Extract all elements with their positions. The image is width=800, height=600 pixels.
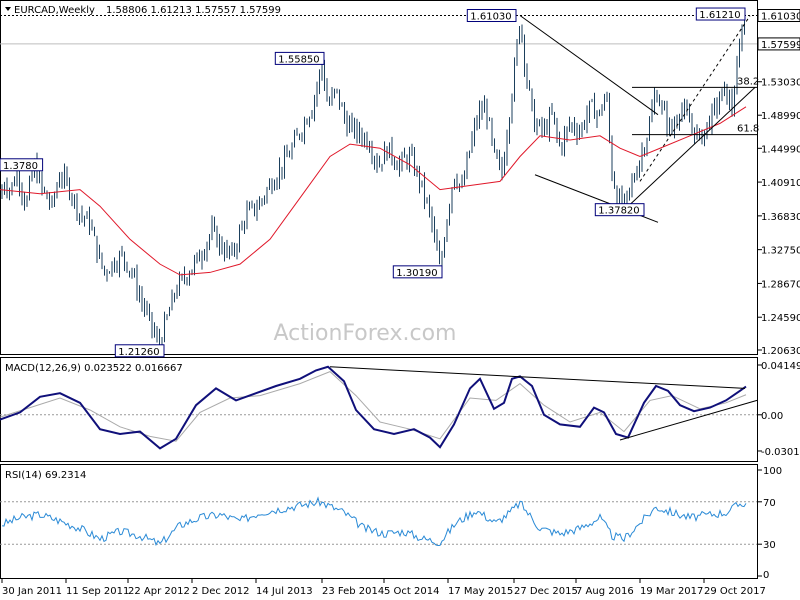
y-tick-label: 1.57599 bbox=[761, 40, 800, 51]
y-tick-label: 1.20630 bbox=[761, 346, 800, 357]
price-label: 1.55850 bbox=[278, 54, 319, 65]
macd-trendline bbox=[329, 366, 746, 389]
rsi-tick-label: 100 bbox=[763, 466, 782, 477]
y-tick-label: 1.28670 bbox=[761, 279, 800, 290]
price-panel bbox=[0, 0, 758, 355]
y-tick-label: 1.36830 bbox=[761, 212, 800, 223]
fib-level-label: 38.2 bbox=[737, 76, 759, 87]
rsi-tick-label: 70 bbox=[763, 498, 776, 509]
macd-line bbox=[0, 365, 747, 450]
price-label: 1.30190 bbox=[396, 268, 437, 279]
x-tick-label: 19 Mar 2017 bbox=[640, 586, 703, 597]
y-tick-box bbox=[757, 9, 800, 23]
y-tick-label: 1.32750 bbox=[761, 246, 800, 257]
trendline bbox=[629, 87, 756, 205]
macd-trendline bbox=[619, 399, 758, 441]
rsi-panel bbox=[0, 464, 758, 579]
y-tick-box bbox=[757, 37, 800, 51]
rsi-tick-label: 0 bbox=[763, 570, 769, 581]
price-label: 1.21260 bbox=[118, 347, 159, 358]
price-label: 1.61210 bbox=[699, 10, 740, 21]
rsi-tick-label: 30 bbox=[763, 540, 776, 551]
x-tick-label: 14 Jul 2013 bbox=[256, 586, 313, 597]
y-tick-label: 1.40910 bbox=[761, 178, 800, 189]
price-label-box bbox=[274, 51, 325, 65]
y-tick-label: 1.24590 bbox=[761, 313, 800, 324]
x-tick-label: 22 Apr 2012 bbox=[128, 586, 190, 597]
trendline bbox=[519, 15, 659, 116]
macd-panel bbox=[0, 357, 758, 462]
price-label-box bbox=[695, 7, 746, 21]
price-label: 1.61030 bbox=[470, 12, 511, 23]
moving-average-line bbox=[0, 106, 747, 276]
price-label-box bbox=[392, 265, 443, 279]
y-tick-label: 1.53030 bbox=[761, 78, 800, 89]
x-tick-label: 23 Feb 2014 bbox=[322, 586, 384, 597]
rsi-series: 100 70 30 0 bbox=[0, 466, 782, 581]
macd-tick-label: 0.00 bbox=[761, 411, 783, 422]
x-tick-label: 27 Dec 2015 bbox=[514, 586, 578, 597]
price-annotations: 38.2 61.8 1.61030 1.61210 1.55850 1.3780 1.378… bbox=[0, 7, 759, 358]
chart-title: EURCAD,Weekly bbox=[14, 5, 95, 16]
price-axis: 1.61030 1.57599 1.53030 1.48990 1.44990 1.409… bbox=[757, 9, 800, 357]
x-tick-label: 29 Oct 2017 bbox=[704, 586, 766, 597]
dropdown-arrow-icon[interactable] bbox=[5, 7, 11, 11]
macd-series: 0.041491 0.00 -0.030146 bbox=[0, 361, 800, 458]
macd-tick-label: 0.041491 bbox=[761, 361, 800, 372]
price-label: 1.37820 bbox=[598, 206, 639, 217]
x-tick-label: 17 May 2015 bbox=[448, 586, 513, 597]
y-tick-label: 1.44990 bbox=[761, 144, 800, 155]
price-label-box bbox=[0, 158, 44, 172]
x-tick-label: 30 Jan 2011 bbox=[2, 586, 62, 597]
rsi-title: RSI(14) 69.2314 bbox=[5, 470, 86, 481]
x-tick-label: 2 Dec 2012 bbox=[192, 586, 250, 597]
x-tick-label: 11 Sep 2011 bbox=[66, 586, 129, 597]
x-tick-label: 5 Oct 2014 bbox=[384, 586, 439, 597]
price-label-box bbox=[594, 203, 645, 217]
macd-tick-label: -0.030146 bbox=[761, 447, 800, 458]
y-tick-label: 1.48990 bbox=[761, 111, 800, 122]
price-label-box bbox=[466, 9, 517, 23]
price-gridlines bbox=[0, 15, 757, 45]
ohlc-values: 1.58806 1.61213 1.57557 1.57599 bbox=[106, 5, 281, 16]
price-label: 1.3780 bbox=[3, 161, 38, 172]
price-series bbox=[0, 19, 747, 349]
rsi-line bbox=[1, 496, 747, 547]
price-label-box bbox=[114, 344, 165, 358]
y-tick-label: 1.61030 bbox=[761, 12, 800, 23]
watermark: ActionForex.com bbox=[274, 321, 457, 346]
x-tick-label: 7 Aug 2016 bbox=[576, 586, 634, 597]
macd-title: MACD(12,26,9) 0.023522 0.016667 bbox=[5, 363, 183, 374]
fib-level-label: 61.8 bbox=[737, 124, 759, 135]
